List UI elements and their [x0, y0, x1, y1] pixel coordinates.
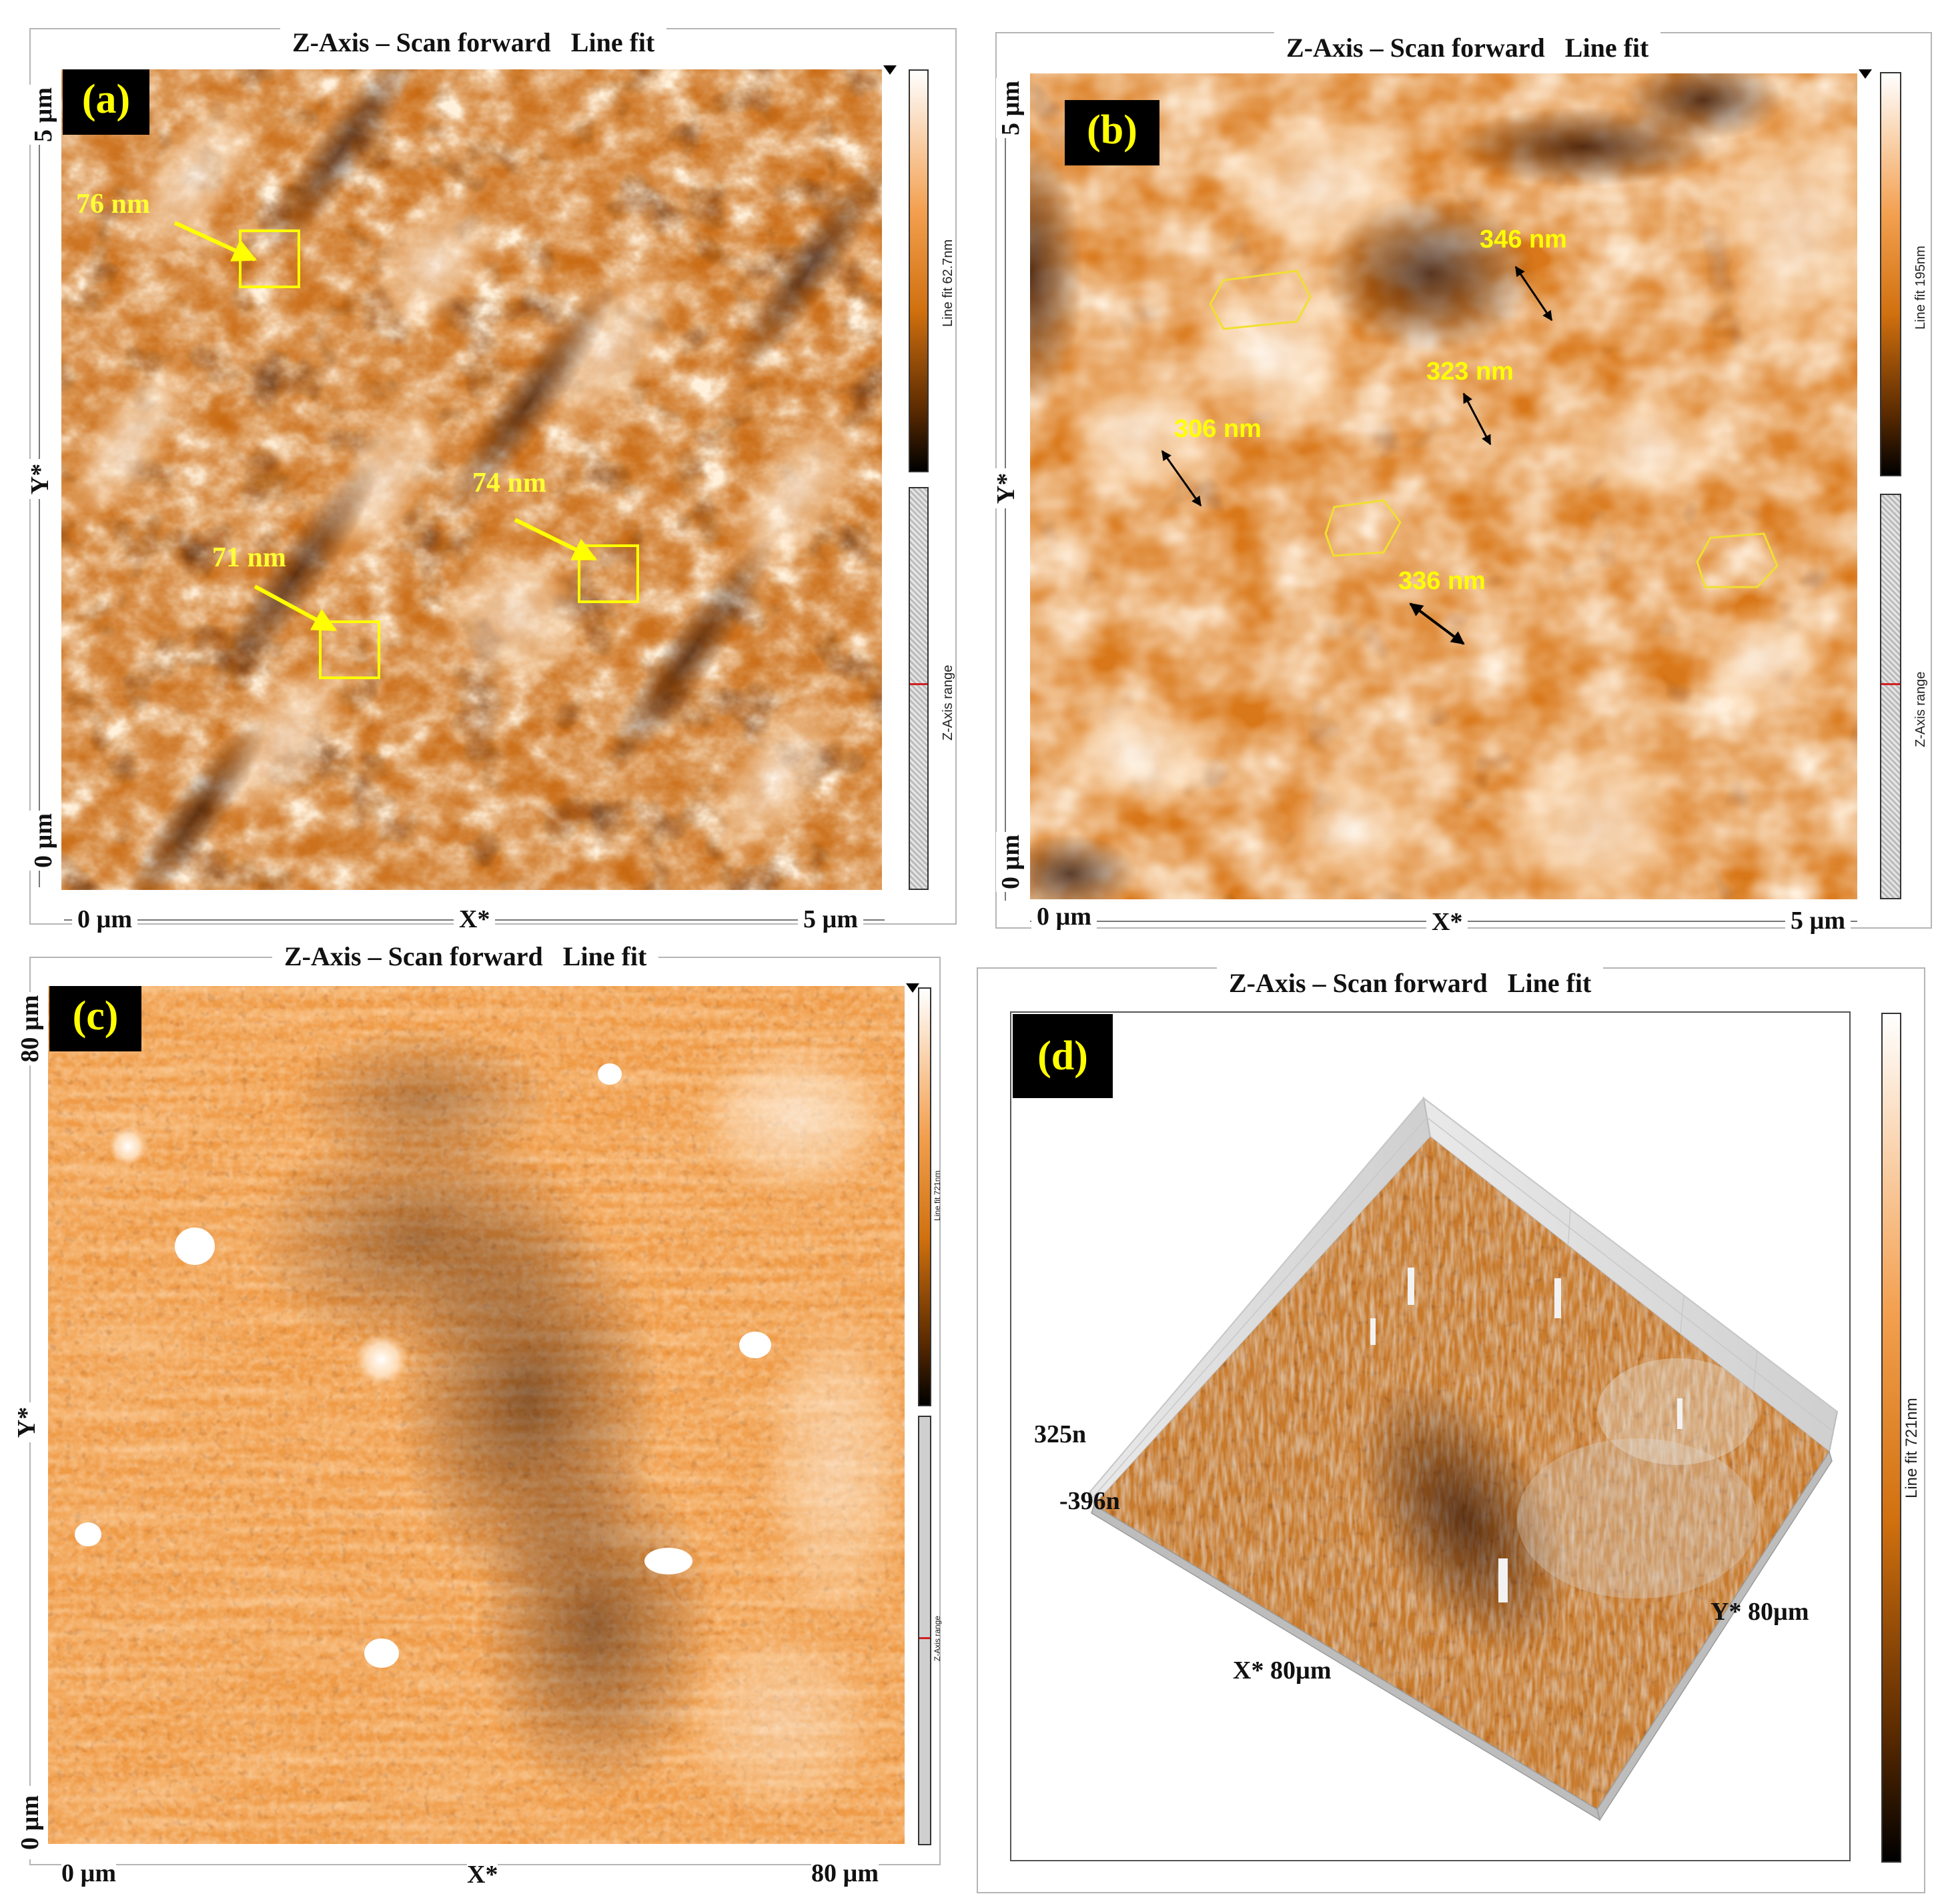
panel-b-badge: (b) — [1065, 100, 1159, 165]
panel-c-x-end: 80 µm — [811, 1859, 879, 1888]
hexagon-grain-3 — [1696, 532, 1779, 588]
panel-d-badge: (d) — [1013, 1014, 1113, 1098]
panel-b-y-label: Y* — [991, 468, 1021, 508]
panel-a-zrange-label: Z-Axis range — [941, 664, 955, 741]
panel-a-y-end: 5 µm — [29, 85, 58, 145]
annotation-346nm: 346 nm — [1480, 225, 1567, 254]
panel-b-x-label: X* — [1426, 907, 1468, 937]
panel-c-x-label: X* — [467, 1860, 498, 1889]
panel-c-title: Z-Axis – Scan forward Line fit — [272, 941, 659, 973]
panel-c-corner-marker — [906, 983, 919, 993]
panel-b-y-end: 5 µm — [996, 78, 1025, 138]
panel-b-zrange-bar — [1880, 494, 1901, 899]
measure-336 — [1409, 602, 1465, 645]
panel-c-zrange-marker — [919, 1637, 930, 1639]
panel-c-y-start: 0 µm — [15, 1786, 45, 1859]
panel-a-zrange-marker — [910, 683, 927, 685]
annotation-arrow-71 — [254, 584, 338, 632]
annotation-74nm: 74 nm — [472, 468, 546, 498]
panel-a-colorbar-label: Line fit 62.7nm — [941, 239, 955, 327]
panel-c-colorbar-label: Line fit 721nm — [933, 1170, 942, 1221]
panel-d-z-min: -396n — [1059, 1487, 1120, 1515]
panel-b-zrange-marker — [1881, 683, 1900, 685]
panel-c-zrange-label: Z-Axis range — [933, 1615, 942, 1661]
panel-c-zrange-bar — [918, 1416, 931, 1845]
panel-a-y-start: 0 µm — [29, 811, 58, 871]
annotation-336nm: 336 nm — [1398, 567, 1486, 595]
annotation-arrow-76 — [173, 221, 258, 262]
panel-b-colorbar-label: Line fit 195nm — [1913, 246, 1928, 330]
panel-a-badge: (a) — [63, 69, 149, 135]
panel-b-corner-marker — [1859, 69, 1872, 79]
panel-b-x-end: 5 µm — [1785, 906, 1851, 935]
panel-c-badge: (c) — [49, 986, 141, 1051]
panel-a: Z-Axis – Scan forward Line fit — [0, 0, 961, 934]
panel-a-colorbar — [909, 69, 929, 472]
panel-d-y-axis-label: Y* 80µm — [1711, 1598, 1809, 1626]
annotation-box-74 — [578, 544, 639, 603]
measure-323 — [1462, 392, 1492, 446]
annotation-box-76 — [239, 229, 300, 288]
panel-a-x-label: X* — [454, 905, 496, 934]
panel-b-x-start: 0 µm — [1031, 902, 1097, 931]
front-edge-right — [1596, 1450, 1833, 1821]
annotation-306nm: 306 nm — [1174, 415, 1262, 443]
panel-a-title: Z-Axis – Scan forward Line fit — [280, 27, 667, 59]
panel-a-y-label: Y* — [25, 459, 55, 499]
panel-d-title: Z-Axis – Scan forward Line fit — [1217, 967, 1604, 999]
panel-a-corner-marker — [883, 65, 897, 75]
panel-c: Z-Axis – Scan forward Line fit — [0, 941, 961, 1901]
panel-a-afm-image — [61, 69, 882, 890]
panel-d-colorbar-label: Line fit 721nm — [1903, 1398, 1921, 1498]
annotation-box-71 — [319, 620, 380, 679]
panel-d-z-max: 325n — [1034, 1420, 1087, 1448]
panel-b: Z-Axis – Scan forward Line fit — [981, 0, 1942, 941]
panel-c-y-end: 80 µm — [15, 992, 45, 1065]
panel-d-3d-surface — [1089, 1096, 1839, 1821]
panel-a-x-end: 5 µm — [798, 905, 864, 934]
panel-b-zrange-label: Z-Axis range — [1913, 671, 1928, 747]
annotation-323nm: 323 nm — [1426, 358, 1514, 386]
annotation-71nm: 71 nm — [212, 542, 286, 573]
panel-a-annotation-layer — [173, 221, 639, 679]
panel-b-colorbar — [1880, 72, 1901, 476]
panel-a-x-start: 0 µm — [72, 905, 138, 934]
measure-306 — [1161, 450, 1202, 507]
panel-c-y-label: Y* — [12, 1402, 41, 1442]
panel-c-afm-image — [48, 986, 905, 1844]
panel-d-inner-frame — [1010, 1011, 1851, 1861]
panel-c-x-start: 0 µm — [61, 1859, 117, 1888]
annotation-76nm: 76 nm — [76, 189, 150, 219]
panel-d-x-axis-label: X* 80µm — [1233, 1656, 1332, 1685]
panel-a-zrange-bar — [909, 487, 929, 890]
panel-c-colorbar — [918, 987, 931, 1406]
panel-b-y-start: 0 µm — [996, 832, 1025, 892]
hexagon-grain-2 — [1324, 499, 1402, 557]
annotation-arrow-74 — [514, 518, 598, 561]
measure-346 — [1514, 266, 1553, 322]
panel-b-annotation-layer — [1161, 266, 1779, 645]
panel-d-colorbar — [1881, 1013, 1901, 1863]
hexagon-grain-1 — [1209, 270, 1312, 330]
panel-b-title: Z-Axis – Scan forward Line fit — [1274, 32, 1661, 64]
panel-d: Z-Axis – Scan forward Line fit (d) — [961, 941, 1942, 1904]
